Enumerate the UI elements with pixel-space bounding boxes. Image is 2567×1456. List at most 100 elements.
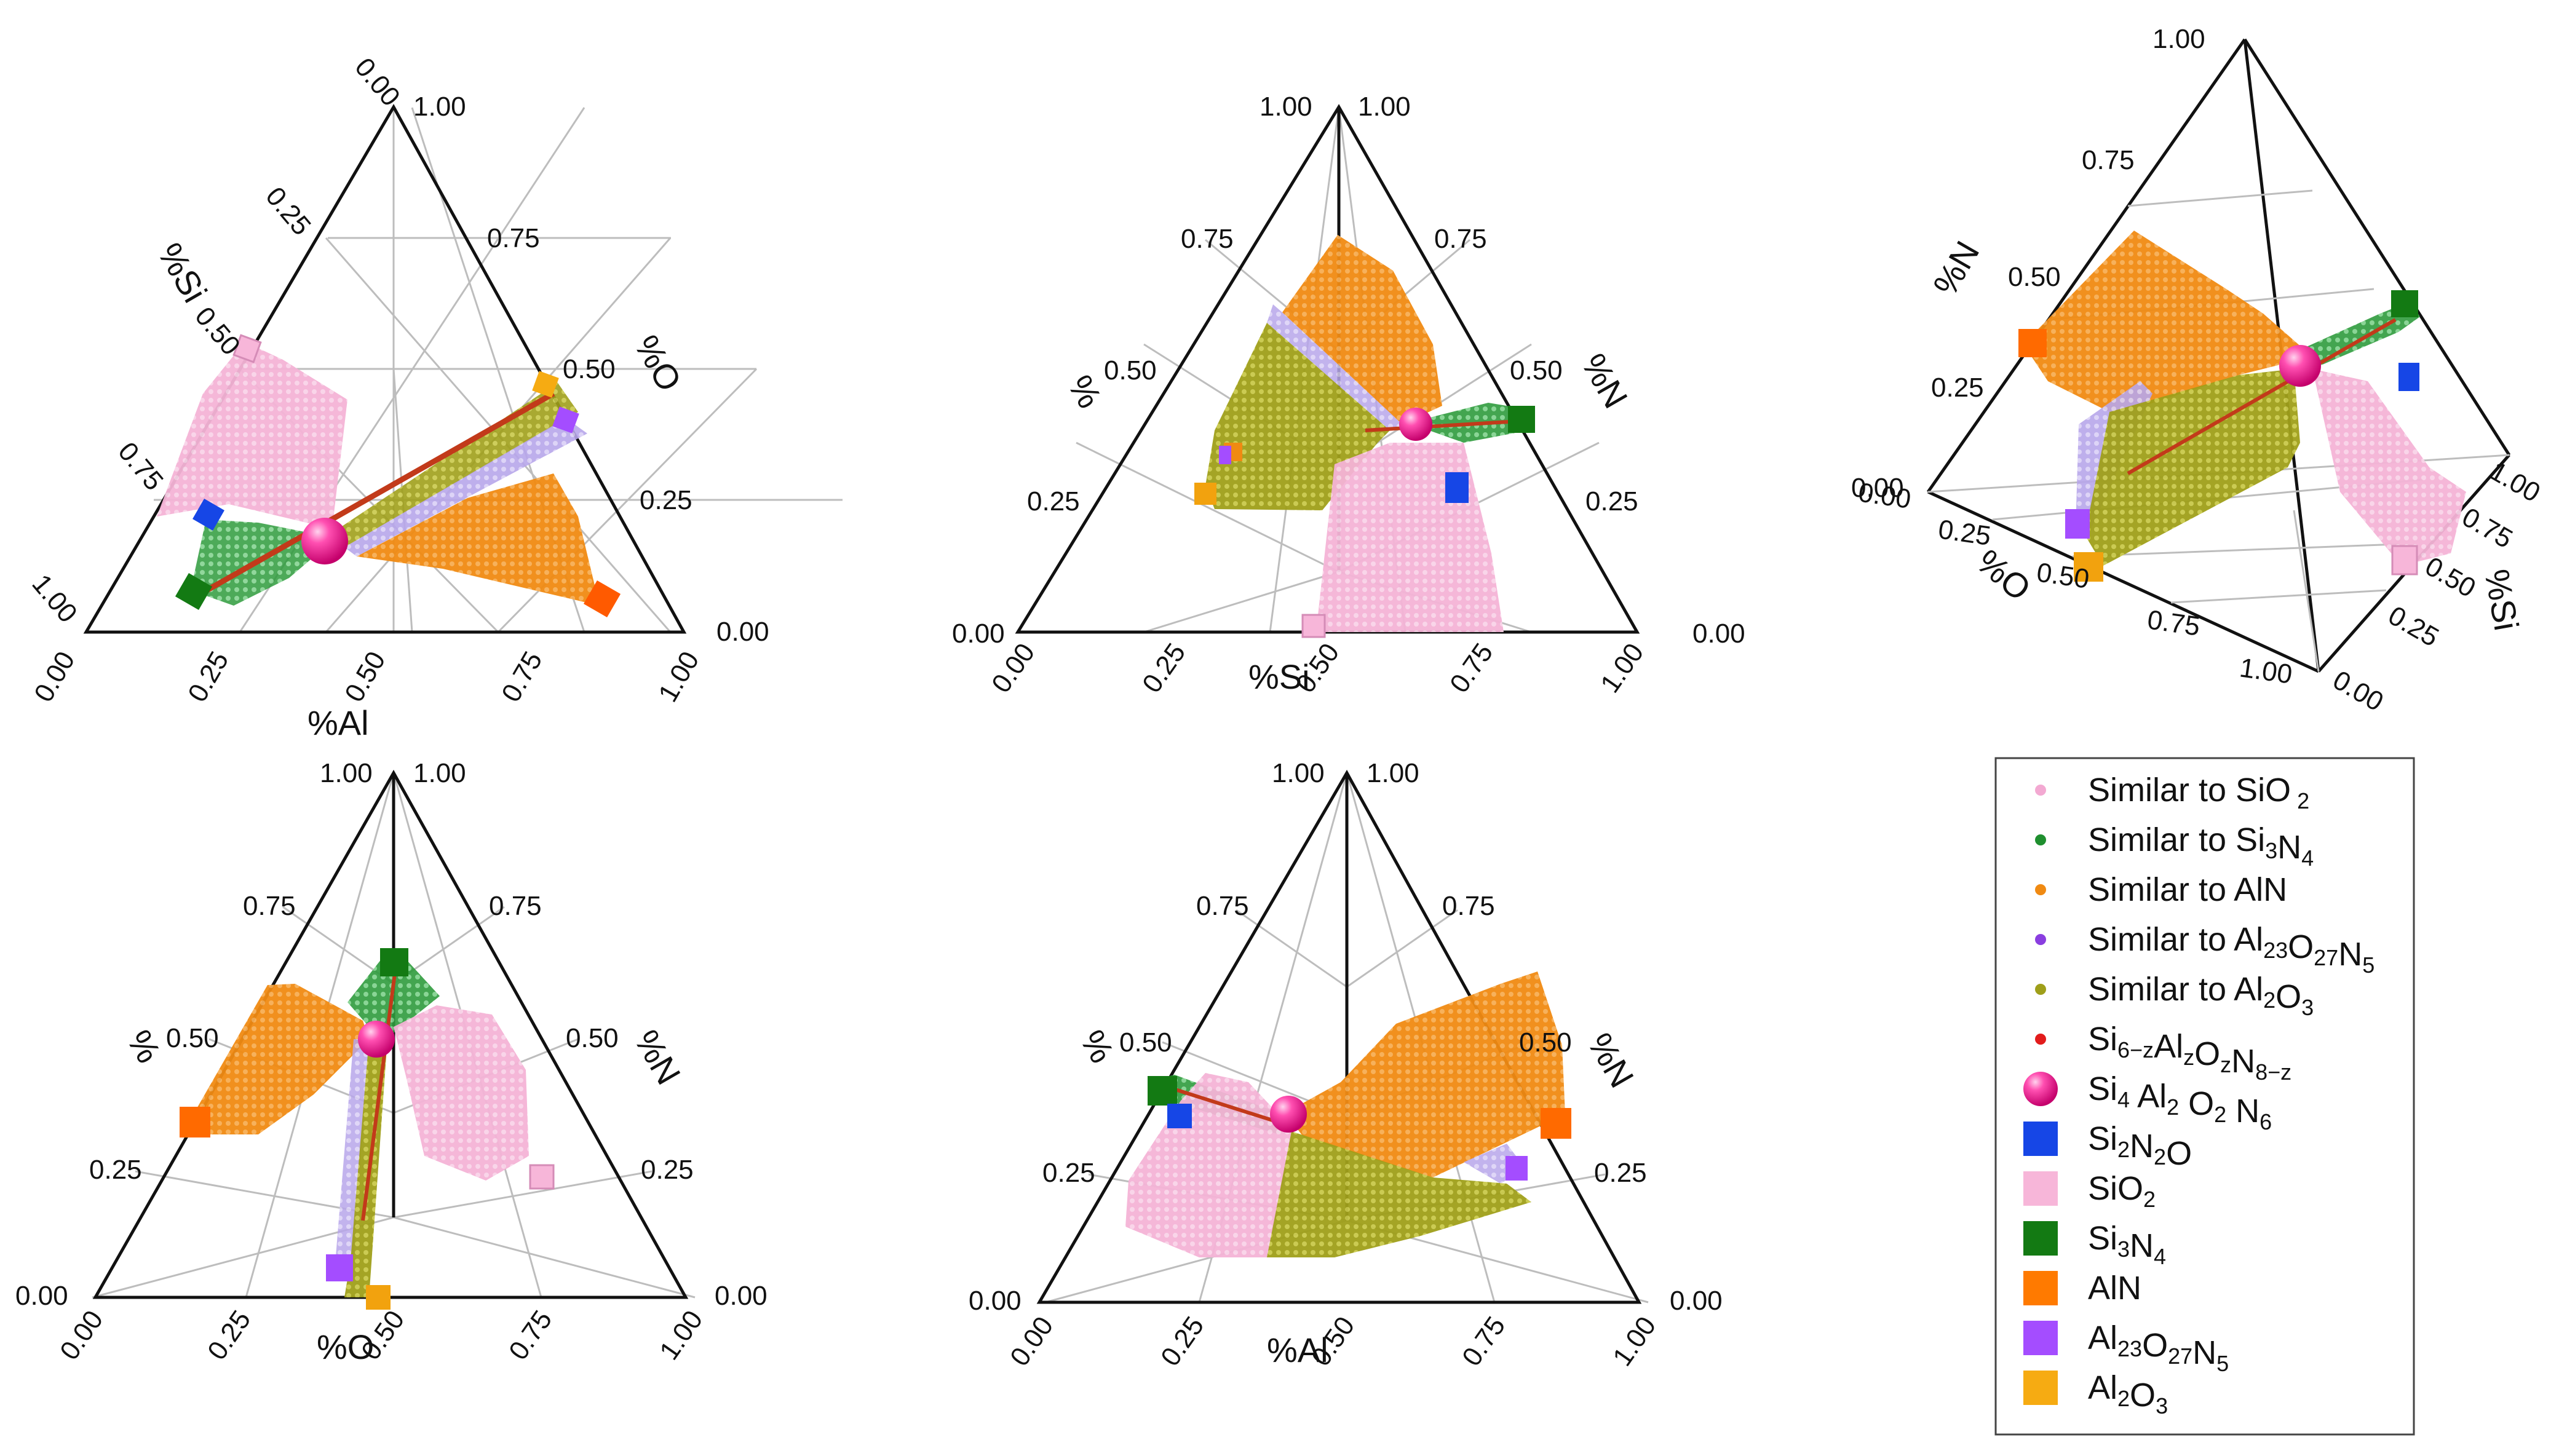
tick-right-edge-4: 0.00 — [2328, 665, 2389, 717]
region-al2o3 — [2085, 369, 2300, 566]
legend-item: Similar to AlN — [2035, 871, 2287, 908]
tick-right-4: 0.00 — [1692, 619, 1745, 649]
tick-right-1: 0.75 — [487, 223, 540, 253]
tick-bottom-3: 0.75 — [496, 646, 548, 707]
region-si3n4 — [2285, 301, 2420, 369]
region-al23o27n5 — [344, 418, 587, 556]
legend-square-icon — [2023, 1122, 2058, 1156]
legend-dot-icon — [2035, 984, 2046, 995]
axis-label-left: % — [1073, 1024, 1122, 1070]
axis-label-left: % — [1061, 369, 1109, 415]
tick-right-1: 0.75 — [1434, 224, 1487, 254]
sialon-line — [1365, 419, 1520, 432]
marker-aln — [1541, 1108, 1571, 1139]
tick-left-4: 1.00 — [1260, 92, 1312, 122]
tick-right-edge-3: 0.25 — [2383, 600, 2444, 652]
region-sio2 — [1125, 1073, 1295, 1257]
legend-label: Al23O27N5 — [2088, 1320, 2229, 1376]
tick-right-3: 0.25 — [640, 485, 692, 515]
legend-item: AlN — [2023, 1270, 2141, 1307]
tick-right-1: 0.75 — [1442, 891, 1495, 921]
tick-bottom-4: 1.00 — [1607, 1311, 1662, 1371]
region-al2o3 — [320, 381, 578, 547]
axis-label-right: %N — [1574, 347, 1636, 415]
marker-si2n2o — [1445, 472, 1469, 503]
marker-al23o27n5 — [2065, 509, 2090, 539]
tick-left-0: 0.00 — [349, 52, 406, 112]
legend-label: Si2N2O — [2088, 1120, 2192, 1172]
legend-square-icon — [2023, 1271, 2058, 1305]
axis-label-left-edge: %O — [1969, 542, 2038, 608]
legend-item: Similar to SiO 2 — [2035, 772, 2309, 813]
legend-dot-icon — [2035, 934, 2046, 945]
region-al23o27n5 — [1267, 304, 1402, 430]
region-al23o27n5 — [335, 1039, 369, 1264]
legend-label: Similar to SiO 2 — [2088, 772, 2309, 813]
tick-right-0: 1.00 — [413, 758, 466, 788]
marker-si3n4 — [380, 948, 408, 976]
legend-box — [1994, 757, 2415, 1436]
marker-sio2 — [1301, 614, 1326, 638]
marker-sio2 — [529, 1164, 555, 1190]
tick-right-0: 1.00 — [1358, 92, 1411, 122]
legend-sphere-icon — [2023, 1072, 2058, 1106]
tick-left-corner: 0.00 — [1851, 473, 1904, 503]
tick-left-1: 0.25 — [1027, 486, 1080, 516]
tick-left-4: 1.00 — [1272, 758, 1325, 788]
legend-label: Al2O3 — [2088, 1369, 2168, 1418]
legend-dot-icon — [2035, 884, 2046, 895]
tick-right-1: 0.75 — [489, 891, 542, 921]
tick-left-0: 0.00 — [969, 1286, 1022, 1316]
region-aln — [357, 473, 600, 606]
axis-label-bottom: %Al — [1267, 1331, 1328, 1369]
region-aln — [191, 984, 369, 1134]
panel-bottom-middle: 1.00 0.75 0.50 0.25 0.00 1.00 0.75 0.50 … — [969, 758, 1723, 1372]
tick-bottom-3: 0.75 — [1444, 638, 1499, 698]
tick-left-3: 0.75 — [112, 437, 169, 496]
marker-al2o3 — [2074, 552, 2103, 582]
tick-right-0: 1.00 — [413, 92, 466, 122]
legend-item: Si2N2O — [2023, 1120, 2192, 1172]
region-aln — [1282, 235, 1442, 424]
tick-left-3: 0.75 — [1181, 224, 1234, 254]
tick-right-2: 0.50 — [566, 1023, 619, 1053]
tick-right-2: 0.50 — [1519, 1027, 1572, 1058]
tick-left-edge-4: 1.00 — [2238, 652, 2295, 689]
region-sio2 — [2312, 369, 2466, 566]
legend-item: Si6−zAlzOzN8−z — [2035, 1021, 2291, 1085]
tick-left-1: 0.25 — [1042, 1158, 1095, 1188]
region-sio2 — [394, 1005, 529, 1181]
tick-left-4: 1.00 — [320, 758, 373, 788]
marker-al23o27n5 — [552, 406, 579, 433]
legend-label: Similar to Al23O27N5 — [2088, 921, 2375, 978]
sialon-line — [2127, 318, 2397, 475]
marker-si3n4 — [1148, 1076, 1177, 1106]
sialon-line — [361, 959, 399, 1221]
marker-al23o27n5 — [326, 1254, 353, 1281]
legend-item: Similar to Al2O3 — [2035, 971, 2314, 1020]
axis-label-right: %N — [1581, 1027, 1642, 1094]
legend-label: Similar to AlN — [2088, 871, 2287, 908]
legend-square-icon — [2023, 1221, 2058, 1256]
region-al2o3 — [1267, 1131, 1531, 1257]
marker-aln — [180, 1107, 210, 1138]
tick-left-2: 0.50 — [1104, 355, 1157, 386]
tick-left-2: 0.50 — [1119, 1027, 1172, 1058]
tick-right-edge-1: 0.75 — [2457, 502, 2518, 554]
tick-left-edge-1: 0.25 — [1937, 514, 1993, 551]
legend-item: Al2O3 — [2023, 1369, 2168, 1418]
tick-bottom-0: 0.00 — [1004, 1311, 1059, 1371]
tick-right-0: 1.00 — [1367, 758, 1419, 788]
legend-label: AlN — [2088, 1270, 2141, 1307]
tick-right-4: 0.00 — [715, 1281, 768, 1311]
legend-dot-icon — [2035, 834, 2046, 845]
axis-label-bottom: %Si — [1248, 657, 1310, 696]
legend-item: Similar to Al23O27N5 — [2035, 921, 2375, 978]
panel-top-middle: 1.00 0.75 0.50 0.25 0.00 1.00 0.75 0.50 … — [952, 92, 1745, 698]
axis-label-right-edge: %Si — [2477, 566, 2526, 633]
tick-bottom-0: 0.00 — [28, 646, 81, 707]
tick-right-4: 0.00 — [1670, 1286, 1723, 1316]
legend-square-icon — [2023, 1321, 2058, 1355]
marker-sialon-sphere — [358, 1021, 395, 1058]
